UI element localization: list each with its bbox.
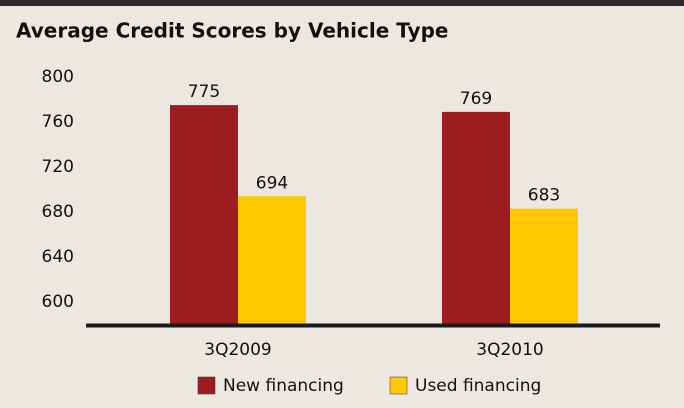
- y-tick-label: 720: [42, 157, 74, 177]
- bar: [442, 111, 510, 325]
- y-tick-label: 760: [42, 112, 74, 132]
- value-label: 775: [188, 82, 220, 102]
- legend-swatch: [389, 376, 408, 395]
- bar: [238, 196, 306, 325]
- y-tick-label: 600: [42, 292, 74, 312]
- value-label: 769: [460, 89, 492, 109]
- y-tick-label: 680: [42, 202, 74, 222]
- chart-title: Average Credit Scores by Vehicle Type: [16, 19, 448, 43]
- value-label: 694: [256, 173, 288, 193]
- top-border: [0, 0, 684, 6]
- bar: [170, 105, 238, 325]
- bar: [510, 208, 578, 325]
- y-tick-label: 640: [42, 247, 74, 267]
- legend-label: Used financing: [415, 376, 541, 396]
- value-label: 683: [528, 186, 560, 206]
- legend-swatch: [197, 376, 216, 395]
- legend-label: New financing: [223, 376, 344, 396]
- x-tick-label: 3Q2010: [476, 340, 543, 360]
- x-axis: [86, 323, 660, 328]
- x-tick-label: 3Q2009: [204, 340, 271, 360]
- y-tick-label: 800: [42, 67, 74, 87]
